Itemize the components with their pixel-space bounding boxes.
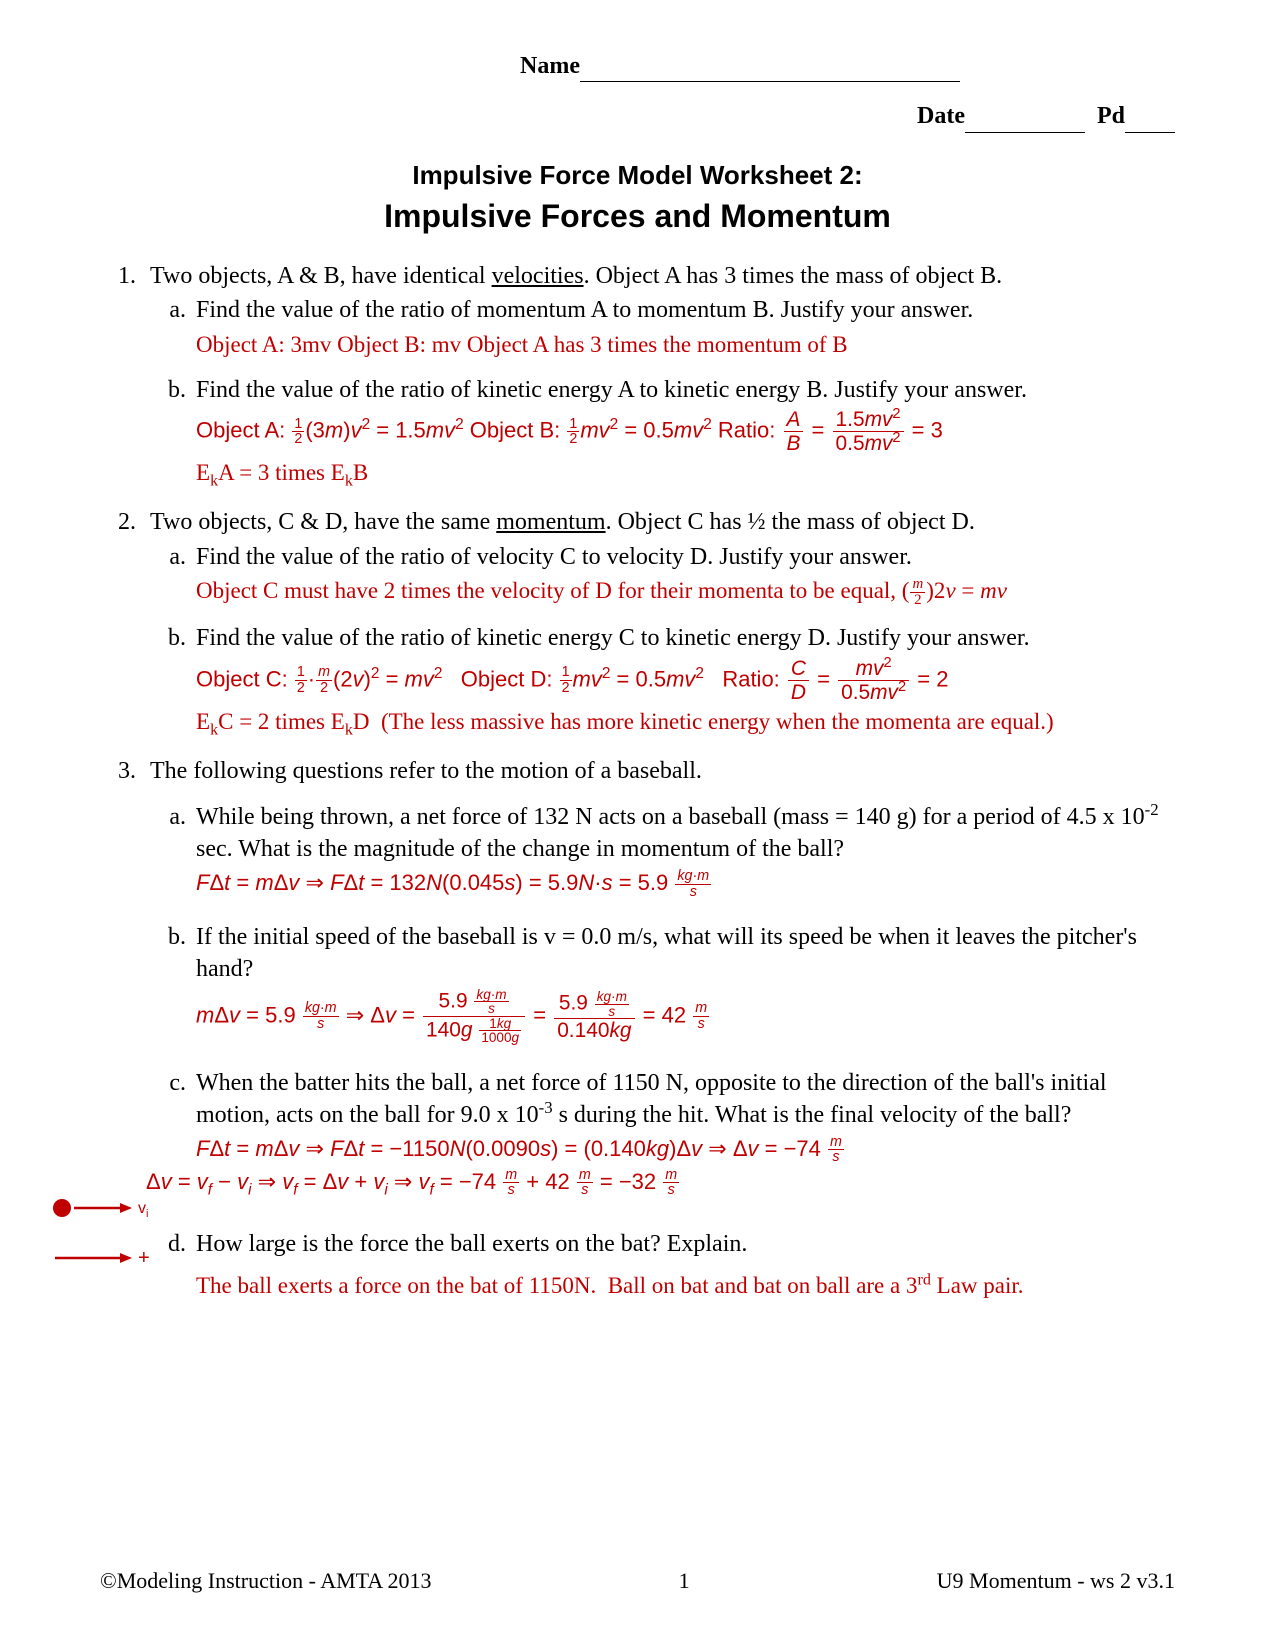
q2-stem-underline: momentum (496, 509, 605, 535)
header-block: Name Date Pd (520, 50, 1175, 133)
q3d: How large is the force the ball exerts o… (192, 1228, 1175, 1301)
svg-text:i: i (146, 1208, 148, 1220)
q3a-answer: FΔt = mΔv ⇒ FΔt = 132N(0.045s) = 5.9N·s … (196, 868, 1175, 899)
q1b-answer: Object A: 12(3m)v2 = 1.5mv2 Object B: 12… (196, 408, 1175, 455)
svg-text:v: v (138, 1200, 146, 1217)
q2b-text: Find the value of the ratio of kinetic e… (196, 625, 1030, 651)
q3c-answer-line1: FΔt = mΔv ⇒ FΔt = −1150N(0.0090s) = (0.1… (196, 1134, 1175, 1165)
q1-stem-pre: Two objects, A & B, have identical (150, 263, 492, 289)
q1b-objB-label: Object B: (470, 418, 567, 443)
q2-stem-post: . Object C has ½ the mass of object D. (606, 509, 975, 535)
pd-blank[interactable] (1125, 132, 1175, 133)
q3b-text: If the initial speed of the baseball is … (196, 924, 1137, 982)
q1b-objA-label: Object A: (196, 418, 291, 443)
q1b: Find the value of the ratio of kinetic e… (192, 374, 1175, 488)
q2a-answer: Object C must have 2 times the velocity … (196, 575, 1175, 608)
q3c-answer-line2: Δv = vf − vi ⇒ vf = Δv + vi ⇒ vf = −74 m… (146, 1167, 1175, 1198)
diagram-svg: v i + (50, 1190, 160, 1280)
q3d-answer: The ball exerts a force on the bat of 11… (196, 1270, 1175, 1301)
q2b-conclusion: EkC = 2 times EkD (The less massive has … (196, 706, 1175, 737)
q1a-answer: Object A: 3mv Object B: mv Object A has … (196, 329, 1175, 360)
q2a-answer-text: Object C must have 2 times the velocity … (196, 578, 902, 603)
name-blank[interactable] (580, 81, 960, 82)
q3b-answer: mΔv = 5.9 kg·ms ⇒ Δv = 5.9 kg·ms140g 1kg… (196, 988, 1175, 1045)
q1-stem-underline: velocities (492, 263, 584, 289)
q1a: Find the value of the ratio of momentum … (192, 294, 1175, 359)
q1-stem-post: . Object A has 3 times the mass of objec… (584, 263, 1003, 289)
q3b: If the initial speed of the baseball is … (192, 921, 1175, 1045)
footer-left: ©Modeling Instruction - AMTA 2013 (100, 1566, 432, 1596)
svg-text:+: + (138, 1247, 150, 1269)
q3c-text: When the batter hits the ball, a net for… (196, 1070, 1107, 1128)
q3c: When the batter hits the ball, a net for… (192, 1067, 1175, 1198)
velocity-diagram: v i + (50, 1190, 160, 1286)
q3d-text: How large is the force the ball exerts o… (196, 1231, 747, 1257)
date-blank[interactable] (965, 132, 1085, 133)
title-block: Impulsive Force Model Worksheet 2: Impul… (100, 158, 1175, 238)
title-line-1: Impulsive Force Model Worksheet 2: (100, 158, 1175, 193)
question-list: Two objects, A & B, have identical veloc… (100, 260, 1175, 1301)
q1b-text: Find the value of the ratio of kinetic e… (196, 377, 1027, 403)
question-2: Two objects, C & D, have the same moment… (142, 506, 1175, 736)
name-label: Name (520, 53, 580, 79)
q1a-text: Find the value of the ratio of momentum … (196, 297, 973, 323)
page-footer: ©Modeling Instruction - AMTA 2013 1 U9 M… (100, 1566, 1175, 1596)
q3-stem: The following questions refer to the mot… (150, 758, 702, 784)
title-line-2: Impulsive Forces and Momentum (100, 195, 1175, 238)
q3a-text: While being thrown, a net force of 132 N… (196, 804, 1159, 862)
question-1: Two objects, A & B, have identical veloc… (142, 260, 1175, 488)
footer-right: U9 Momentum - ws 2 v3.1 (937, 1566, 1175, 1596)
pd-label: Pd (1097, 103, 1125, 129)
q2b-answer: Object C: 12·m2(2v)2 = mv2 Object D: 12m… (196, 657, 1175, 704)
date-label: Date (917, 103, 965, 129)
worksheet-page: Name Date Pd Impulsive Force Model Works… (0, 0, 1275, 1651)
q3a: While being thrown, a net force of 132 N… (192, 801, 1175, 899)
q2a-text: Find the value of the ratio of velocity … (196, 544, 912, 570)
q2b: Find the value of the ratio of kinetic e… (192, 622, 1175, 736)
q1b-ratio-label: Ratio: (718, 418, 782, 443)
q2-stem-pre: Two objects, C & D, have the same (150, 509, 496, 535)
q2a: Find the value of the ratio of velocity … (192, 541, 1175, 609)
footer-center: 1 (679, 1566, 690, 1596)
question-3: The following questions refer to the mot… (142, 755, 1175, 1301)
q1b-conclusion: EkA = 3 times EkB (196, 457, 1175, 488)
